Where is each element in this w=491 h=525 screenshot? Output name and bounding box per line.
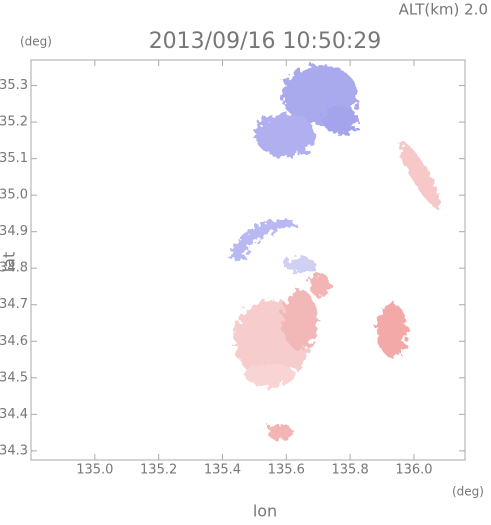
echo-red bbox=[267, 424, 293, 440]
y-tick-label: 34.4 bbox=[0, 407, 28, 422]
y-tick-label: 34.6 bbox=[0, 334, 28, 349]
x-tick-label: 136.0 bbox=[395, 463, 432, 478]
x-tick-label: 135.0 bbox=[76, 463, 113, 478]
plot-frame bbox=[30, 59, 466, 461]
echo-red bbox=[310, 273, 330, 297]
y-unit: (deg) bbox=[20, 35, 52, 49]
y-tick-label: 35.0 bbox=[0, 188, 28, 203]
echo-blue bbox=[255, 113, 315, 157]
y-tick-label: 34.9 bbox=[0, 224, 28, 239]
echo-red bbox=[399, 141, 441, 209]
echo-blue bbox=[322, 106, 358, 134]
x-tick-label: 135.4 bbox=[204, 463, 241, 478]
chart-title: 2013/09/16 10:50:29 bbox=[149, 29, 382, 54]
y-tick-label: 34.5 bbox=[0, 370, 28, 385]
y-axis-label: lat bbox=[0, 252, 19, 273]
x-tick-label: 135.2 bbox=[140, 463, 177, 478]
x-axis-label: lon bbox=[253, 502, 277, 521]
y-tick-label: 34.3 bbox=[0, 443, 28, 458]
x-tick-label: 135.6 bbox=[268, 463, 305, 478]
echo-red bbox=[282, 290, 318, 350]
y-tick-label: 34.7 bbox=[0, 297, 28, 312]
y-tick-label: 35.2 bbox=[0, 115, 28, 130]
altitude-label: ALT(km) 2.0 bbox=[399, 1, 488, 19]
x-unit: (deg) bbox=[452, 485, 484, 499]
x-tick-label: 135.8 bbox=[332, 463, 369, 478]
echo-blue bbox=[284, 257, 316, 273]
echo-red bbox=[377, 303, 407, 357]
y-tick-label: 35.1 bbox=[0, 151, 28, 166]
y-tick-label: 34.8 bbox=[0, 261, 28, 276]
echo-blue bbox=[228, 218, 300, 262]
y-tick-label: 35.3 bbox=[0, 78, 28, 93]
velocity-field bbox=[228, 65, 441, 440]
echo-red bbox=[245, 363, 295, 387]
